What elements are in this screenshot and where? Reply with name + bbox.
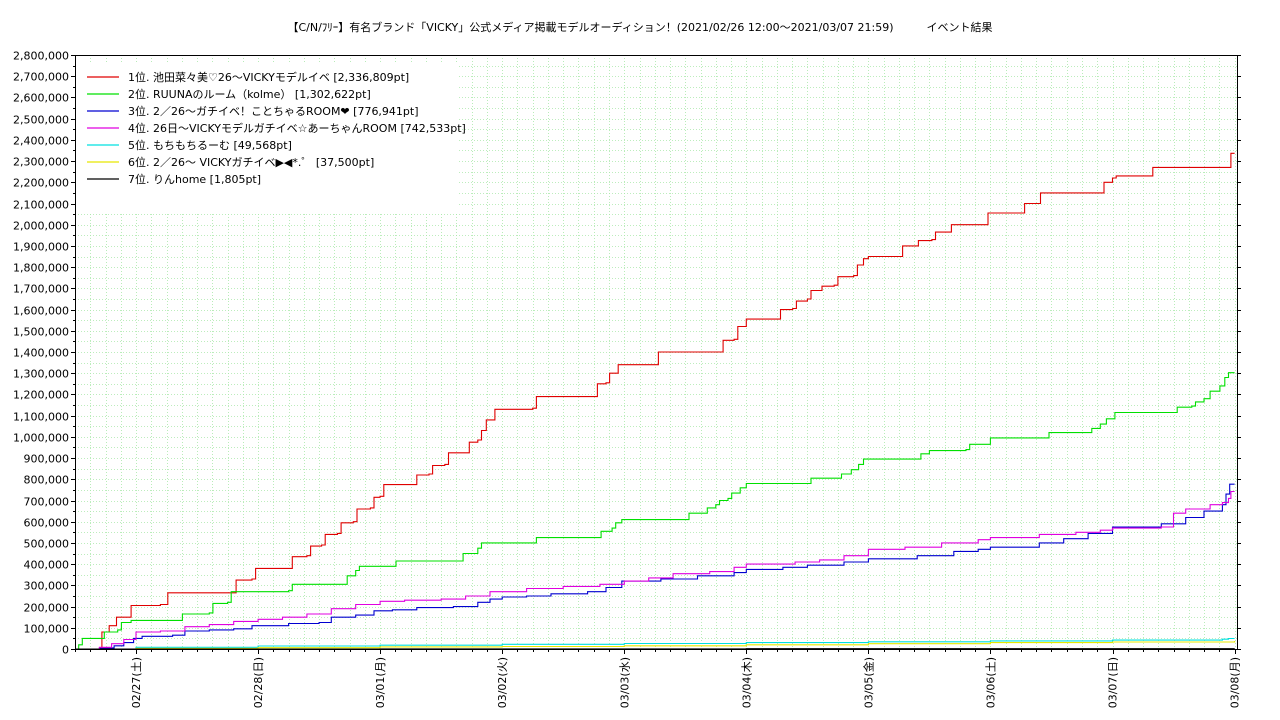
y-tick-label: 1,700,000 xyxy=(13,283,69,296)
y-tick-label: 1,100,000 xyxy=(13,411,69,424)
y-axis: 0 100,000 200,000 300,000 400,000 500,000 600,… xyxy=(13,50,1241,657)
x-tick-label: 03/03(水) xyxy=(618,657,631,708)
y-tick-label: 1,900,000 xyxy=(13,241,69,254)
y-tick-label: 2,200,000 xyxy=(13,177,69,190)
y-tick-label: 100,000 xyxy=(24,623,70,636)
x-axis: 02/27(土) 02/28(日) 03/01(月) 03/02(火) 03/03(水)… xyxy=(75,649,1242,708)
legend-label: 2位. RUUNAのルーム（kolme） [1,302,622pt] xyxy=(128,87,371,101)
y-tick-label: 2,800,000 xyxy=(13,50,69,63)
x-tick-label: 03/02(火) xyxy=(496,657,509,708)
series-line-5 xyxy=(75,637,1235,650)
y-tick-label: 600,000 xyxy=(24,517,70,530)
y-tick-label: 2,500,000 xyxy=(13,114,69,127)
y-tick-label: 2,700,000 xyxy=(13,71,69,84)
y-tick-label: 2,100,000 xyxy=(13,199,69,212)
y-tick-label: 2,600,000 xyxy=(13,92,69,105)
y-tick-label: 1,200,000 xyxy=(13,389,69,402)
y-tick-label: 1,000,000 xyxy=(13,432,69,445)
y-tick-label: 900,000 xyxy=(24,453,70,466)
legend-label: 5位. もちもちるーむ [49,568pt] xyxy=(128,138,292,152)
x-tick-label: 03/05(金) xyxy=(861,657,875,708)
legend-label: 1位. 池田菜々美♡26〜VICKYモデルイベ [2,336,809pt] xyxy=(128,70,409,84)
y-tick-label: 1,300,000 xyxy=(13,368,69,381)
series-line-4 xyxy=(75,490,1235,650)
series-line-6 xyxy=(75,641,1236,650)
y-tick-label: 2,400,000 xyxy=(13,135,69,148)
y-tick-label: 700,000 xyxy=(24,496,70,509)
y-tick-label: 1,500,000 xyxy=(13,326,69,339)
y-tick-label: 800,000 xyxy=(24,474,70,487)
x-tick-label: 03/06(土) xyxy=(984,657,997,708)
x-tick-label: 03/04(木) xyxy=(740,657,753,708)
y-tick-label: 200,000 xyxy=(24,602,70,615)
legend: 1位. 池田菜々美♡26〜VICKYモデルイベ [2,336,809pt] 2位.… xyxy=(77,63,466,213)
y-tick-label: 1,800,000 xyxy=(13,262,69,275)
legend-label: 3位. 2／26〜ガチイベ！ことちゃるROOM❤ [776,941pt] xyxy=(128,104,419,118)
legend-label: 4位. 26日〜VICKYモデルガチイベ☆あーちゃんROOM [742,533p… xyxy=(128,121,466,135)
y-tick-label: 1,600,000 xyxy=(13,305,69,318)
chart-title: 【C/N/ﾌﾘｰ】有名ブランド「VICKY」公式メディア掲載モデルオーディション… xyxy=(287,21,993,34)
y-tick-label: 500,000 xyxy=(24,538,70,551)
series-line-3 xyxy=(75,483,1235,650)
series-line-1 xyxy=(75,152,1235,650)
y-tick-label: 0 xyxy=(62,644,69,657)
series-line-2 xyxy=(75,372,1235,650)
x-tick-label: 02/27(土) xyxy=(130,657,143,708)
x-tick-label: 02/28(日) xyxy=(252,657,265,708)
legend-box xyxy=(77,63,457,213)
y-tick-label: 1,400,000 xyxy=(13,347,69,360)
legend-label: 6位. 2／26〜 VICKYガチイベ▶◀*.゜ [37,500pt] xyxy=(128,155,374,169)
y-tick-label: 300,000 xyxy=(24,580,70,593)
legend-label: 7位. りんhome [1,805pt] xyxy=(128,172,261,186)
y-tick-label: 2,300,000 xyxy=(13,156,69,169)
y-tick-label: 400,000 xyxy=(24,559,70,572)
x-tick-label: 03/08(月) xyxy=(1229,657,1242,708)
y-tick-label: 2,000,000 xyxy=(13,220,69,233)
x-tick-label: 03/07(日) xyxy=(1107,657,1120,708)
x-tick-label: 03/01(月) xyxy=(374,657,387,708)
